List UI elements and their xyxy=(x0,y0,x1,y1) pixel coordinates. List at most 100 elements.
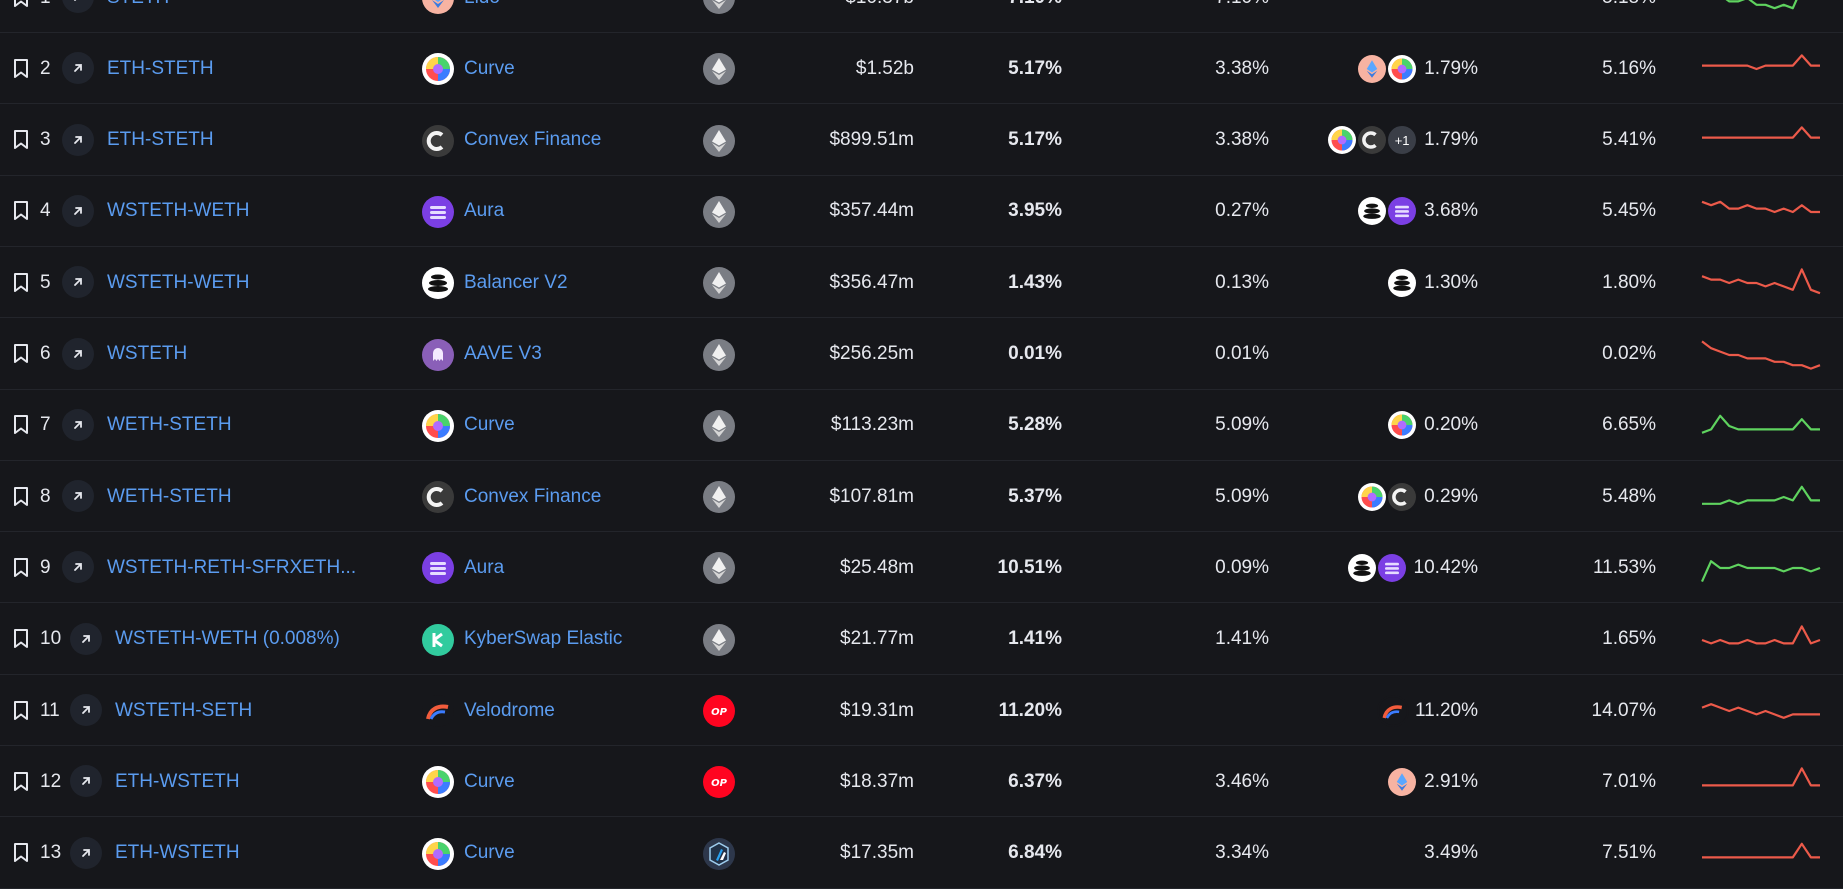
bookmark-icon[interactable] xyxy=(10,461,32,532)
project-link[interactable]: Convex Finance xyxy=(464,485,602,507)
base-apy-value: 5.09% xyxy=(1215,485,1269,507)
bookmark-icon[interactable] xyxy=(10,675,32,746)
more-rewards-badge: +1 xyxy=(1386,124,1419,157)
bookmark-icon[interactable] xyxy=(10,247,32,318)
sparkline-path xyxy=(1702,485,1820,505)
base-apy-value: 0.27% xyxy=(1215,200,1269,222)
project-link[interactable]: Aura xyxy=(464,200,505,222)
arrow-up-right-icon[interactable] xyxy=(62,551,94,584)
arrow-up-right-icon[interactable] xyxy=(70,694,102,726)
arrow-up-right-icon[interactable] xyxy=(62,123,94,156)
rank-number: 2 xyxy=(40,57,51,79)
bookmark-icon[interactable] xyxy=(10,746,32,817)
pool-link[interactable]: WETH-STETH xyxy=(107,414,232,436)
arrow-up-right-icon[interactable] xyxy=(70,836,102,869)
project-link[interactable]: KyberSwap Elastic xyxy=(464,628,623,650)
project-link[interactable]: Aura xyxy=(464,556,505,578)
bookmark-icon[interactable] xyxy=(10,390,32,461)
project-link[interactable]: Curve xyxy=(464,57,515,79)
project-link[interactable]: Curve xyxy=(464,414,515,436)
project-link[interactable]: Balancer V2 xyxy=(464,271,568,293)
bookmark-icon[interactable] xyxy=(10,0,32,33)
ethereum-icon xyxy=(703,267,735,300)
project-link[interactable]: Curve xyxy=(464,842,515,864)
apy-sparkline xyxy=(1700,48,1822,88)
apy-30d-value: 6.65% xyxy=(1602,414,1656,436)
tvl-value: $113.23m xyxy=(830,414,914,436)
reward-apy-value: 2.91% xyxy=(1424,770,1478,792)
reward-apy-cell: 11.20% xyxy=(1376,675,1478,746)
project-link[interactable]: AAVE V3 xyxy=(464,343,542,364)
rank-number: 4 xyxy=(40,200,51,222)
reward-apy-value: 0.20% xyxy=(1424,414,1478,436)
ethereum-icon xyxy=(703,552,735,585)
pool-link[interactable]: ETH-WSTETH xyxy=(115,770,240,792)
arrow-up-right-icon[interactable] xyxy=(62,408,94,441)
project-link[interactable]: Velodrome xyxy=(464,699,555,721)
pool-link[interactable]: ETH-STETH xyxy=(107,57,214,79)
tvl-value: $899.51m xyxy=(829,129,914,151)
reward-apy-cell xyxy=(1472,0,1478,33)
pool-link[interactable]: WSTETH-WETH (0.008%) xyxy=(115,628,340,650)
pool-link[interactable]: ETH-WSTETH xyxy=(115,842,240,864)
rank-number: 7 xyxy=(40,414,51,436)
pool-link[interactable]: WSTETH xyxy=(107,343,188,364)
apy-sparkline xyxy=(1700,262,1822,302)
pool-link[interactable]: WSTETH-WETH xyxy=(107,271,250,293)
bookmark-icon[interactable] xyxy=(10,105,32,176)
bookmark-icon[interactable] xyxy=(10,532,32,603)
table-row: 3 ETH-STETH Convex Finance $899.51m 5.17% 3.3… xyxy=(0,105,1843,176)
convex-token-icon xyxy=(1386,480,1419,513)
apy-30d-value: 1.65% xyxy=(1602,628,1656,650)
arrow-up-right-icon[interactable] xyxy=(62,0,94,13)
arrow-up-right-icon[interactable] xyxy=(70,622,102,655)
reward-token-icons xyxy=(1386,765,1419,798)
pool-link[interactable]: STETH xyxy=(107,0,169,33)
ethereum-icon xyxy=(703,623,735,656)
pool-link[interactable]: ETH-STETH xyxy=(107,129,214,151)
ethereum-icon xyxy=(703,481,735,514)
pool-link[interactable]: WSTETH-RETH-SFRXETH... xyxy=(107,556,357,578)
project-link[interactable]: Lido xyxy=(464,0,500,33)
lido-token-icon xyxy=(1356,52,1389,85)
table-row: 10 WSTETH-WETH (0.008%) KyberSwap Elastic $… xyxy=(0,604,1843,675)
arrow-up-right-icon[interactable] xyxy=(62,480,94,513)
kyber-logo-icon xyxy=(422,623,454,656)
pool-link[interactable]: WSTETH-SETH xyxy=(115,699,253,721)
aave-logo-icon xyxy=(422,338,454,371)
bookmark-icon[interactable] xyxy=(10,319,32,390)
arrow-up-right-icon[interactable] xyxy=(62,194,94,227)
apy-value: 5.37% xyxy=(1008,485,1062,507)
rank-number: 10 xyxy=(40,628,62,650)
apy-30d-value: 7.51% xyxy=(1602,842,1656,864)
ethereum-icon xyxy=(703,409,735,442)
tvl-value: $17.35m xyxy=(840,842,914,864)
rank-number: 1 xyxy=(40,0,51,33)
sparkline-path xyxy=(1701,624,1821,645)
project-link[interactable]: Curve xyxy=(464,770,515,792)
apy-value: 11.20% xyxy=(998,699,1062,721)
rank-number: 12 xyxy=(40,770,62,792)
ethereum-icon xyxy=(703,0,735,14)
arrow-up-right-icon[interactable] xyxy=(62,337,94,370)
pool-link[interactable]: WETH-STETH xyxy=(107,485,232,507)
balancer-token-icon xyxy=(1356,195,1389,228)
bookmark-icon[interactable] xyxy=(10,176,32,247)
reward-apy-value: 1.79% xyxy=(1424,129,1478,151)
sparkline-path xyxy=(1701,268,1821,295)
apy-sparkline xyxy=(1700,476,1822,516)
sparkline-path xyxy=(1700,560,1821,583)
arrow-up-right-icon[interactable] xyxy=(62,52,94,85)
bookmark-icon[interactable] xyxy=(10,818,32,889)
arrow-up-right-icon[interactable] xyxy=(62,266,94,299)
tvl-value: $357.44m xyxy=(829,200,914,222)
apy-value: 5.17% xyxy=(1008,129,1062,151)
bookmark-icon[interactable] xyxy=(10,604,32,675)
arrow-up-right-icon[interactable] xyxy=(70,765,102,798)
project-link[interactable]: Convex Finance xyxy=(464,129,602,151)
apy-sparkline xyxy=(1700,690,1822,730)
reward-apy-value: 11.20% xyxy=(1414,699,1478,721)
pool-link[interactable]: WSTETH-WETH xyxy=(107,200,250,222)
apy-30d-value: 5.41% xyxy=(1602,129,1656,151)
bookmark-icon[interactable] xyxy=(10,33,32,104)
